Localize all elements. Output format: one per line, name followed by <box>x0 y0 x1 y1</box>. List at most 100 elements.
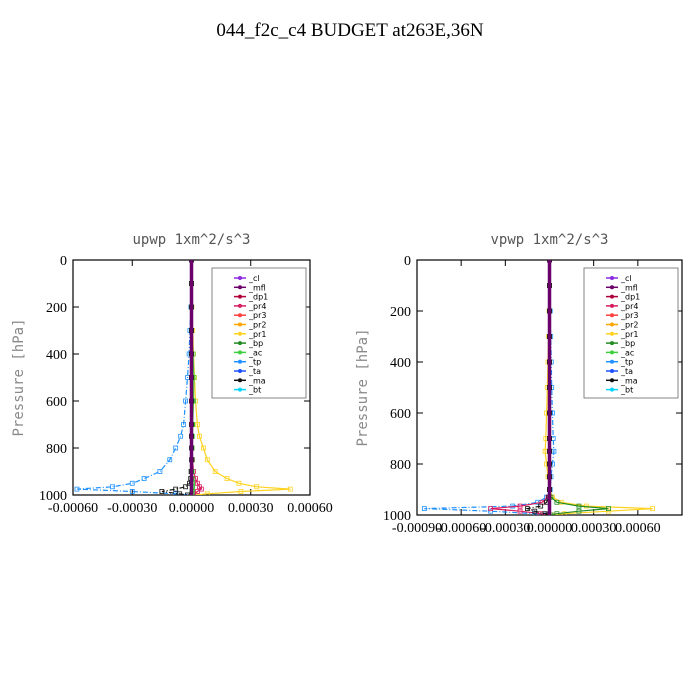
legend-marker <box>238 359 242 364</box>
page-title: 044_f2c_c4 BUDGET at263E,36N <box>216 20 484 41</box>
data-point <box>204 491 210 495</box>
legend-label: _pr3 <box>248 311 266 320</box>
data-point <box>554 499 560 505</box>
legend-marker <box>610 378 614 383</box>
legend-marker <box>610 303 614 308</box>
data-point <box>421 506 427 512</box>
legend-marker <box>610 387 614 392</box>
legend-marker <box>238 387 242 392</box>
legend-label: _dp1 <box>620 293 640 302</box>
y-tick-label: 400 <box>390 356 411 371</box>
legend-label: _bt <box>620 386 633 395</box>
legend-marker <box>610 276 614 280</box>
x-tick-label: -0.00030 <box>107 501 157 516</box>
data-point <box>576 508 582 514</box>
data-point <box>204 457 210 463</box>
legend-marker <box>238 322 242 327</box>
legend-label: _bp <box>248 339 263 348</box>
legend-marker <box>238 378 242 383</box>
data-point <box>167 457 173 463</box>
legend-label: _pr3 <box>620 311 638 320</box>
legend-marker <box>610 341 614 346</box>
data-point <box>538 511 544 515</box>
legend-label: _pr2 <box>620 321 638 330</box>
y-tick-label: 800 <box>390 458 411 473</box>
data-point <box>605 506 611 512</box>
x-tick-label: 0.00060 <box>615 521 661 536</box>
legend-marker <box>238 313 242 318</box>
legend-label: _ac <box>620 348 634 357</box>
data-point <box>185 492 190 495</box>
data-point <box>129 489 135 494</box>
y-tick-label: 1000 <box>39 489 67 504</box>
data-point <box>650 506 655 512</box>
x-tick-label: 0.00030 <box>228 501 274 516</box>
y-tick-label: 800 <box>46 442 67 457</box>
data-point <box>193 476 198 481</box>
data-point <box>542 511 548 515</box>
legend-marker <box>238 341 242 346</box>
y-tick-label: 0 <box>60 254 67 269</box>
legend-label: _ma <box>248 376 266 385</box>
legend-label: _ac <box>248 348 262 357</box>
data-point <box>236 480 242 486</box>
data-point <box>525 506 530 512</box>
legend-marker <box>610 294 614 299</box>
x-tick-label: -0.00030 <box>480 521 530 536</box>
chart-title: upwp 1xm^2/s^3 <box>132 232 250 248</box>
legend-label: _pr1 <box>248 330 266 339</box>
legend-marker <box>610 331 614 336</box>
y-axis-label: Pressure [hPa] <box>11 318 27 436</box>
data-point <box>517 503 523 509</box>
series-line-pr4 <box>490 260 551 515</box>
legend-label: _dp1 <box>248 293 268 302</box>
x-tick-label: -0.00090 <box>392 521 442 536</box>
legend-marker <box>610 285 614 290</box>
y-tick-label: 200 <box>390 305 411 320</box>
legend-label: _cl <box>620 274 632 283</box>
data-point <box>181 422 187 427</box>
data-point <box>517 508 523 514</box>
legend-marker <box>238 303 242 308</box>
legend-label: _bp <box>620 339 635 348</box>
data-point <box>177 491 183 495</box>
data-point <box>173 445 179 451</box>
data-point <box>173 486 179 492</box>
data-point <box>488 508 494 514</box>
x-tick-label: 0.00030 <box>571 521 617 536</box>
plot-area <box>74 260 293 495</box>
legend-marker <box>610 322 614 327</box>
data-point <box>532 508 538 514</box>
data-point <box>159 489 165 494</box>
x-tick-label: -0.00060 <box>48 501 98 516</box>
legend-marker <box>238 285 242 290</box>
x-tick-label: 0.00000 <box>169 501 215 516</box>
legend-label: _ta <box>620 367 633 376</box>
legend-label: _pr4 <box>248 302 266 311</box>
y-tick-label: 400 <box>46 348 67 363</box>
data-point <box>238 489 244 494</box>
data-point <box>178 433 184 439</box>
legend-marker <box>238 276 242 280</box>
data-point <box>224 476 230 481</box>
data-point <box>551 448 557 454</box>
legend-label: _pr4 <box>620 302 638 311</box>
legend-label: _bt <box>248 386 261 395</box>
y-tick-label: 600 <box>46 395 67 410</box>
legend-marker <box>610 359 614 364</box>
data-point <box>488 506 494 512</box>
data-point <box>74 486 80 492</box>
series-line-tp <box>76 260 193 495</box>
data-point <box>183 484 188 490</box>
data-point <box>212 469 218 474</box>
data-point <box>542 448 548 454</box>
legend-label: _cl <box>248 274 260 283</box>
series-line-tp <box>424 260 555 515</box>
y-tick-label: 0 <box>404 254 411 269</box>
legend-marker <box>610 350 614 355</box>
legend-label: _mfl <box>620 283 638 292</box>
legend-marker <box>238 294 242 299</box>
legend-label: _pr1 <box>620 330 638 339</box>
y-tick-label: 600 <box>390 407 411 422</box>
data-point <box>254 484 260 490</box>
